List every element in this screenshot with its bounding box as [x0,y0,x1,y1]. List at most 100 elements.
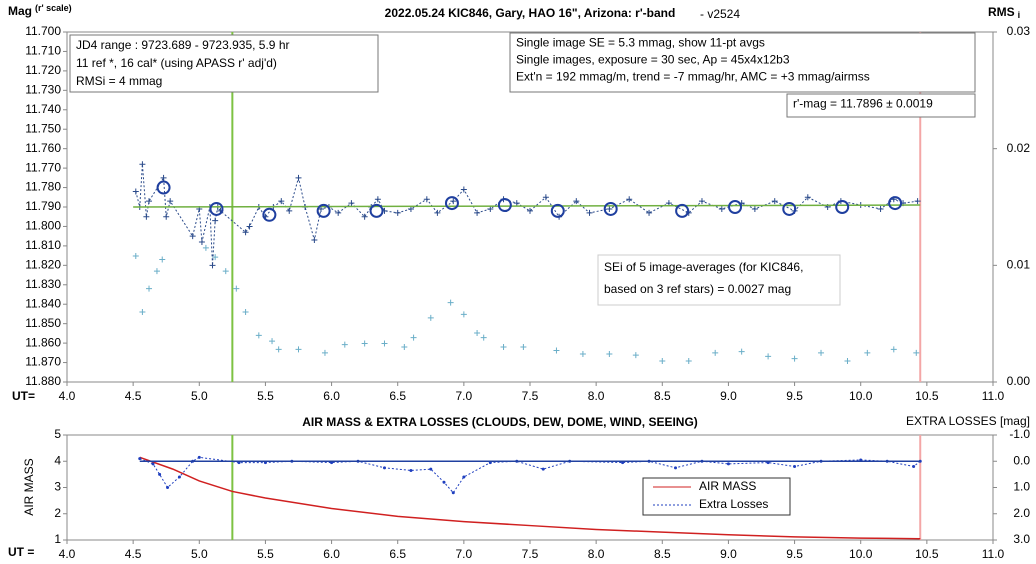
data-point [527,207,533,214]
x-tick-label: 4.5 [125,389,142,403]
data-point [132,188,139,195]
average-point [835,200,850,214]
x-tick-label: 8.0 [588,547,605,561]
x-tick-label: 6.0 [323,547,340,561]
y2-axis-title: RMS i [988,5,1020,20]
data-point [132,253,139,259]
data-point [139,161,146,168]
chart-subtitle: - v2524 [700,7,740,21]
data-point [146,285,153,292]
data-point [348,200,355,207]
data-point [311,237,318,244]
data-point [139,309,146,315]
data-point [382,466,386,470]
data-point [804,194,811,201]
data-point [255,332,262,339]
series-line [139,456,921,494]
series-line [135,164,918,266]
data-point [791,355,798,362]
data-point [295,346,302,353]
legend-label: Extra Losses [699,497,768,511]
data-point [771,198,778,205]
data-point [480,334,487,341]
x-tick-label: 8.5 [654,547,671,561]
x-tick-label: 5.5 [257,389,274,403]
data-point [447,299,454,306]
x-tick-label: 4.5 [125,547,142,561]
x-tick-label: 11.0 [982,389,1005,403]
data-point [579,351,586,357]
x-tick-label: 10.5 [915,389,939,403]
data-point [209,262,216,269]
average-point [209,201,224,216]
average-point [550,203,565,218]
y-tick-label: 1 [54,532,61,546]
x-tick-label: 8.5 [654,389,671,403]
y-tick-label: 11.750 [25,121,61,135]
average-point [497,198,512,213]
y-tick-label: 11.880 [25,374,61,388]
x-tick-label: 8.0 [588,389,605,403]
plot-frame [66,434,994,541]
annotation-box [509,32,976,93]
annotation-text: 11 ref *, 16 cal* (using APASS r' adj'd) [76,56,277,70]
y-axis-title: Mag (r' scale) [8,3,72,18]
y-tick-label: 11.800 [25,219,61,233]
data-point [451,491,455,495]
x-tick-label: 4.0 [59,547,76,561]
data-point [877,205,884,212]
annotation-text: JD4 range : 9723.689 - 9723.935, 5.9 hr [76,38,290,52]
annotation-text: Single images, exposure = 30 sec, Ap = 4… [516,53,790,67]
data-point [409,468,413,472]
y-tick-label: 11.820 [25,258,61,272]
data-point [541,467,545,471]
average-point [603,201,618,216]
annotation-text: SEi of 5 image-averages (for KIC846, [604,260,803,274]
data-point [401,344,408,350]
x-tick-label: 11.0 [982,547,1005,561]
x-tick-label: 4.0 [59,389,76,403]
x-axis-title: UT = [8,545,34,559]
data-point [159,256,166,263]
data-point [586,209,593,216]
y2-tick-label: 0.0 [1013,453,1030,467]
data-point [160,174,167,181]
y-tick-label: 5 [54,427,61,441]
data-point [460,186,467,193]
data-point [864,349,871,356]
average-point [888,196,903,211]
data-point [685,358,692,364]
data-point [726,462,730,466]
y2-tick-label: 0.03 [1007,24,1031,38]
series-line [139,456,921,540]
x-tick-label: 7.0 [456,547,473,561]
data-point [913,349,920,356]
y-tick-label: 2 [54,506,61,520]
data-point [890,346,897,353]
series-line [133,204,921,208]
legend-label: AIR MASS [699,479,756,493]
x-tick-label: 10.0 [849,389,873,403]
data-point [286,207,293,214]
y-axis-title: AIR MASS [22,458,36,515]
data-point [659,358,666,364]
x-tick-label: 7.0 [456,389,473,403]
data-point [335,209,342,216]
y-tick-label: 11.790 [25,199,61,213]
annotation-box [597,254,841,306]
average-point [782,201,797,216]
x-tick-label: 9.0 [720,547,737,561]
data-point [751,205,758,212]
data-point [626,196,633,203]
data-point [295,174,302,181]
data-point [487,205,494,212]
data-point [712,349,719,356]
average-point [262,207,277,222]
data-point [500,344,507,350]
data-point [646,209,653,216]
x-tick-label: 10.0 [849,547,873,561]
y-tick-label: 11.870 [25,355,61,369]
data-point [698,198,705,205]
